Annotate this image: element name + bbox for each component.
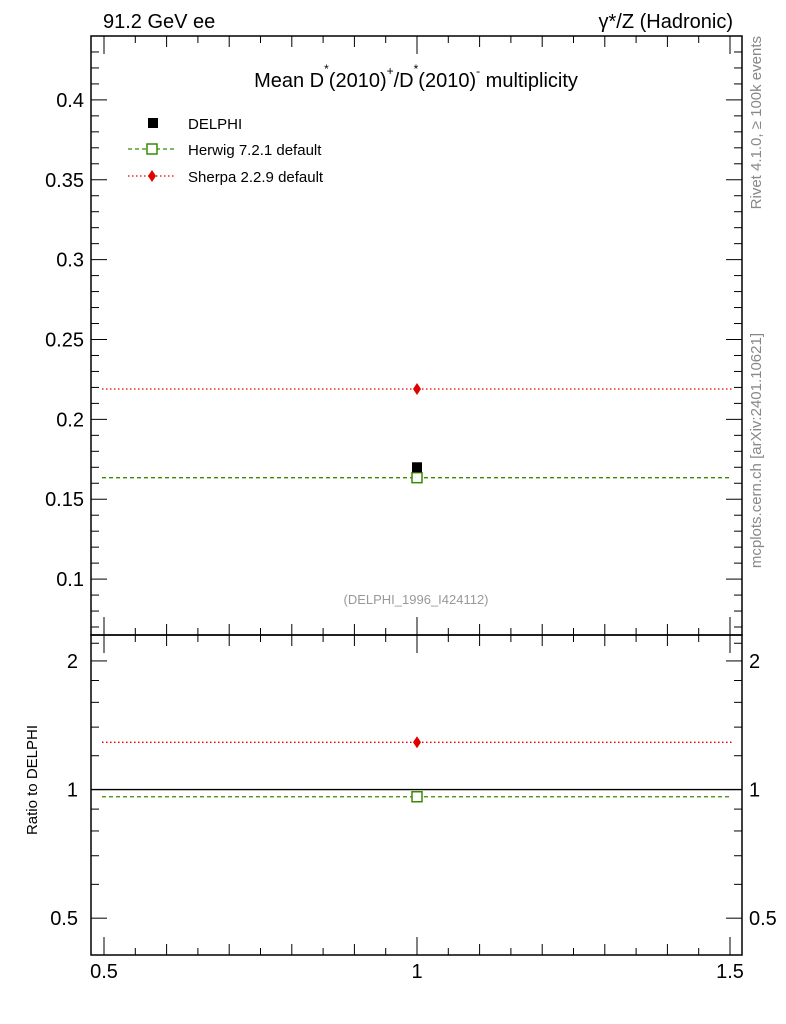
main-ytick-label: 0.2 <box>56 409 84 431</box>
legend: DELPHI Herwig 7.2.1 default Sherpa 2.2.9… <box>128 116 324 186</box>
ratio-ytick-label-right: 0.5 <box>749 908 777 930</box>
mcplots-label: mcplots.cern.ch [arXiv:2401.10621] <box>748 333 765 568</box>
ratio-herwig-point <box>411 790 423 803</box>
analysis-tag: (DELPHI_1996_I424112) <box>343 592 488 607</box>
main-ytick-label: 0.35 <box>45 170 84 192</box>
title-prefix: Mean D <box>254 70 324 92</box>
ratio-ytick-label-left: 0.5 <box>50 908 78 930</box>
ratio-ylabel: Ratio to DELPHI <box>24 725 41 835</box>
title-mid2: /D <box>394 70 414 92</box>
main-sherpa-point <box>413 383 421 396</box>
main-ytick-label: 0.3 <box>56 250 84 272</box>
legend-sherpa-marker <box>148 170 156 182</box>
ratio-ytick-label-right: 2 <box>749 651 760 673</box>
header-process-label: γ*/Z (Hadronic) <box>599 11 733 33</box>
title-mid1: (2010) <box>329 70 387 92</box>
ratio-panel: 0.5 1 1.5 0.5 0.5 1 1 2 2 <box>50 634 777 983</box>
ratio-sherpa-point <box>413 736 421 749</box>
title-sup1: * <box>324 62 329 76</box>
main-panel: 0.1 0.15 0.2 0.25 0.3 0.35 0.4 <box>45 35 743 636</box>
title-sup4: - <box>476 64 480 78</box>
main-ytick-label: 0.15 <box>45 489 84 511</box>
legend-herwig-label: Herwig 7.2.1 default <box>188 142 322 159</box>
title-sup3: * <box>414 62 419 76</box>
title-mid3: (2010) <box>418 70 476 92</box>
rivet-version-label: Rivet 4.1.0, ≥ 100k events <box>748 36 765 209</box>
main-ytick-label: 0.25 <box>45 329 84 351</box>
header-energy-label: 91.2 GeV ee <box>103 11 215 33</box>
main-delphi-point <box>412 462 422 473</box>
main-ytick-label: 0.4 <box>56 90 84 112</box>
ratio-ytick-label-left: 2 <box>67 651 78 673</box>
ratio-ytick-label-right: 1 <box>749 780 760 802</box>
ratio-xtick-label: 1 <box>411 961 422 983</box>
plot-title: Mean D*(2010)+/D*(2010)- multiplicity <box>254 62 578 92</box>
title-suffix: multiplicity <box>480 70 578 92</box>
legend-delphi-marker <box>148 118 158 128</box>
legend-herwig-marker <box>146 143 158 155</box>
legend-sherpa-label: Sherpa 2.2.9 default <box>188 169 324 186</box>
ratio-xtick-label: 0.5 <box>90 961 118 983</box>
main-ytick-label: 0.1 <box>56 569 84 591</box>
ratio-xtick-label: 1.5 <box>716 961 744 983</box>
main-herwig-point <box>411 471 423 484</box>
title-sup2: + <box>387 64 394 78</box>
legend-delphi-label: DELPHI <box>188 116 242 133</box>
ratio-ytick-label-left: 1 <box>67 780 78 802</box>
